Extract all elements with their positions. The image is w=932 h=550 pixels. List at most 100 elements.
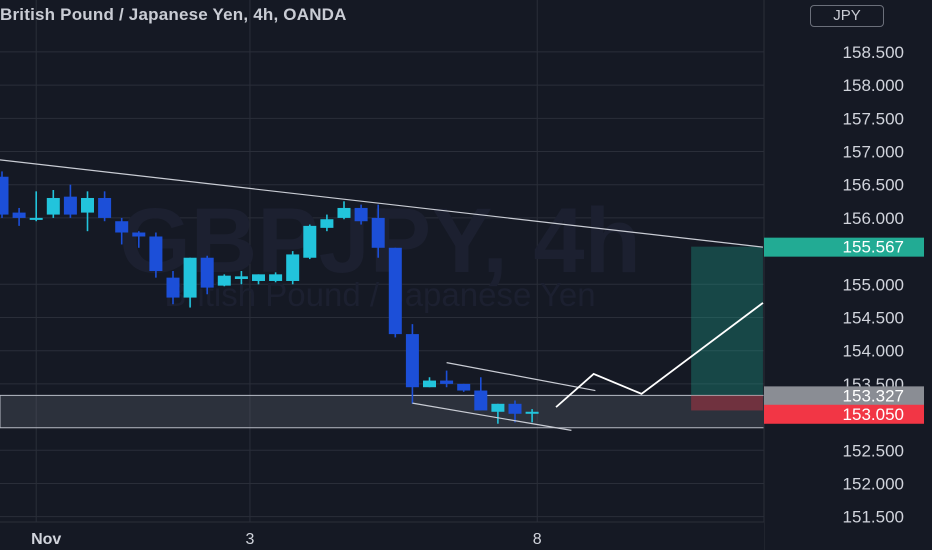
candle-body [457,383,471,391]
candle-down [200,255,214,295]
price-label-bg [764,237,924,257]
currency-selector[interactable]: JPY [810,5,884,27]
candle-up [183,257,197,308]
candle-down [474,377,488,411]
target-zone [691,246,763,396]
price-label-current: 153.050 [764,404,924,424]
candle-down [388,247,402,338]
candle-body [12,212,26,218]
candle-down [115,217,129,245]
candle-up [320,214,334,232]
price-label-text: 153.327 [843,386,904,405]
candle-up [29,191,43,222]
candle-body [354,207,368,222]
chart-title: British Pound / Japanese Yen, 4h, OANDA [0,5,347,24]
candle-down [98,191,112,222]
price-tick-label: 154.500 [843,308,904,327]
candle-up [217,274,231,287]
candle-body [234,276,248,279]
support-zone [0,394,765,429]
candle-down [354,204,368,225]
candle-body [508,403,522,414]
price-label-text: 155.567 [843,238,904,257]
candles [0,171,539,424]
candle-down [149,232,163,278]
price-label-text: 153.050 [843,405,904,424]
time-tick-label: Nov [31,531,61,548]
candle-down [440,370,454,388]
candle-body [388,247,402,335]
price-axis: 158.500 158.000 157.500 157.000 156.500 156.0… [763,0,932,550]
candle-down [508,400,522,423]
candle-body [29,217,43,220]
price-tick-label: 158.000 [843,76,904,95]
candle-body [491,403,505,412]
projection-path [555,302,764,408]
candle-down [63,184,77,218]
candle-down [457,383,471,392]
candle-body [286,254,300,281]
time-axis-bg [0,522,764,550]
watermark-name: British Pound / Japanese Yen [164,276,595,313]
price-label-level: 153.327 [764,386,924,406]
candle-down [132,231,146,248]
candle-body [166,277,180,298]
candle-up [303,224,317,260]
watermark: GBPJPY, 4h British Pound / Japanese Yen [119,190,641,313]
price-tick-label: 152.000 [843,474,904,493]
candle-body [371,217,385,248]
candle-up [269,272,283,283]
drawing-lines [0,159,764,431]
candle-up [81,191,94,232]
candle-body [0,176,9,215]
price-tick-label: 157.000 [843,143,904,162]
candle-up [525,409,539,423]
candle-body [98,197,112,218]
candle-up [423,377,436,388]
candle-down [405,324,419,404]
price-label-bg [764,404,924,424]
candle-body [132,232,146,237]
candle-up [286,251,300,285]
candle-body [474,390,488,411]
channel-upper-line [446,362,596,392]
candle-body [525,411,539,414]
candle-down [0,171,9,218]
price-tick-label: 154.000 [843,342,904,361]
price-tick-label: 156.000 [843,209,904,228]
price-tick-label: 151.500 [843,508,904,527]
candle-body [440,380,454,384]
price-label-target: 155.567 [764,237,924,257]
drawing-zones [0,246,765,429]
candle-down [371,204,385,258]
candle-body [183,257,197,298]
trendline [0,159,764,248]
price-tick-label: 152.500 [843,441,904,460]
candle-up [491,403,505,424]
candle-body [63,196,77,215]
price-label-bg [764,386,924,406]
time-axis: Nov 3 8 [0,521,764,550]
candle-body [217,275,231,286]
candle-body [252,274,265,281]
price-tick-label: 158.500 [843,43,904,62]
candle-body [200,257,214,288]
candle-body [115,221,129,233]
channel-lower-line [412,402,572,431]
price-tick-label: 156.500 [843,176,904,195]
price-axis-bg [764,0,932,550]
candle-body [337,207,351,218]
candle-up [46,190,60,218]
candle-body [423,380,436,388]
candle-body [46,197,60,215]
candle-down [12,207,26,226]
grid [0,0,764,522]
candle-up [252,274,265,285]
time-tick-label: 8 [533,531,542,548]
candle-body [149,236,163,272]
candle-down [166,271,180,305]
candle-body [320,219,334,228]
candle-body [269,274,283,281]
